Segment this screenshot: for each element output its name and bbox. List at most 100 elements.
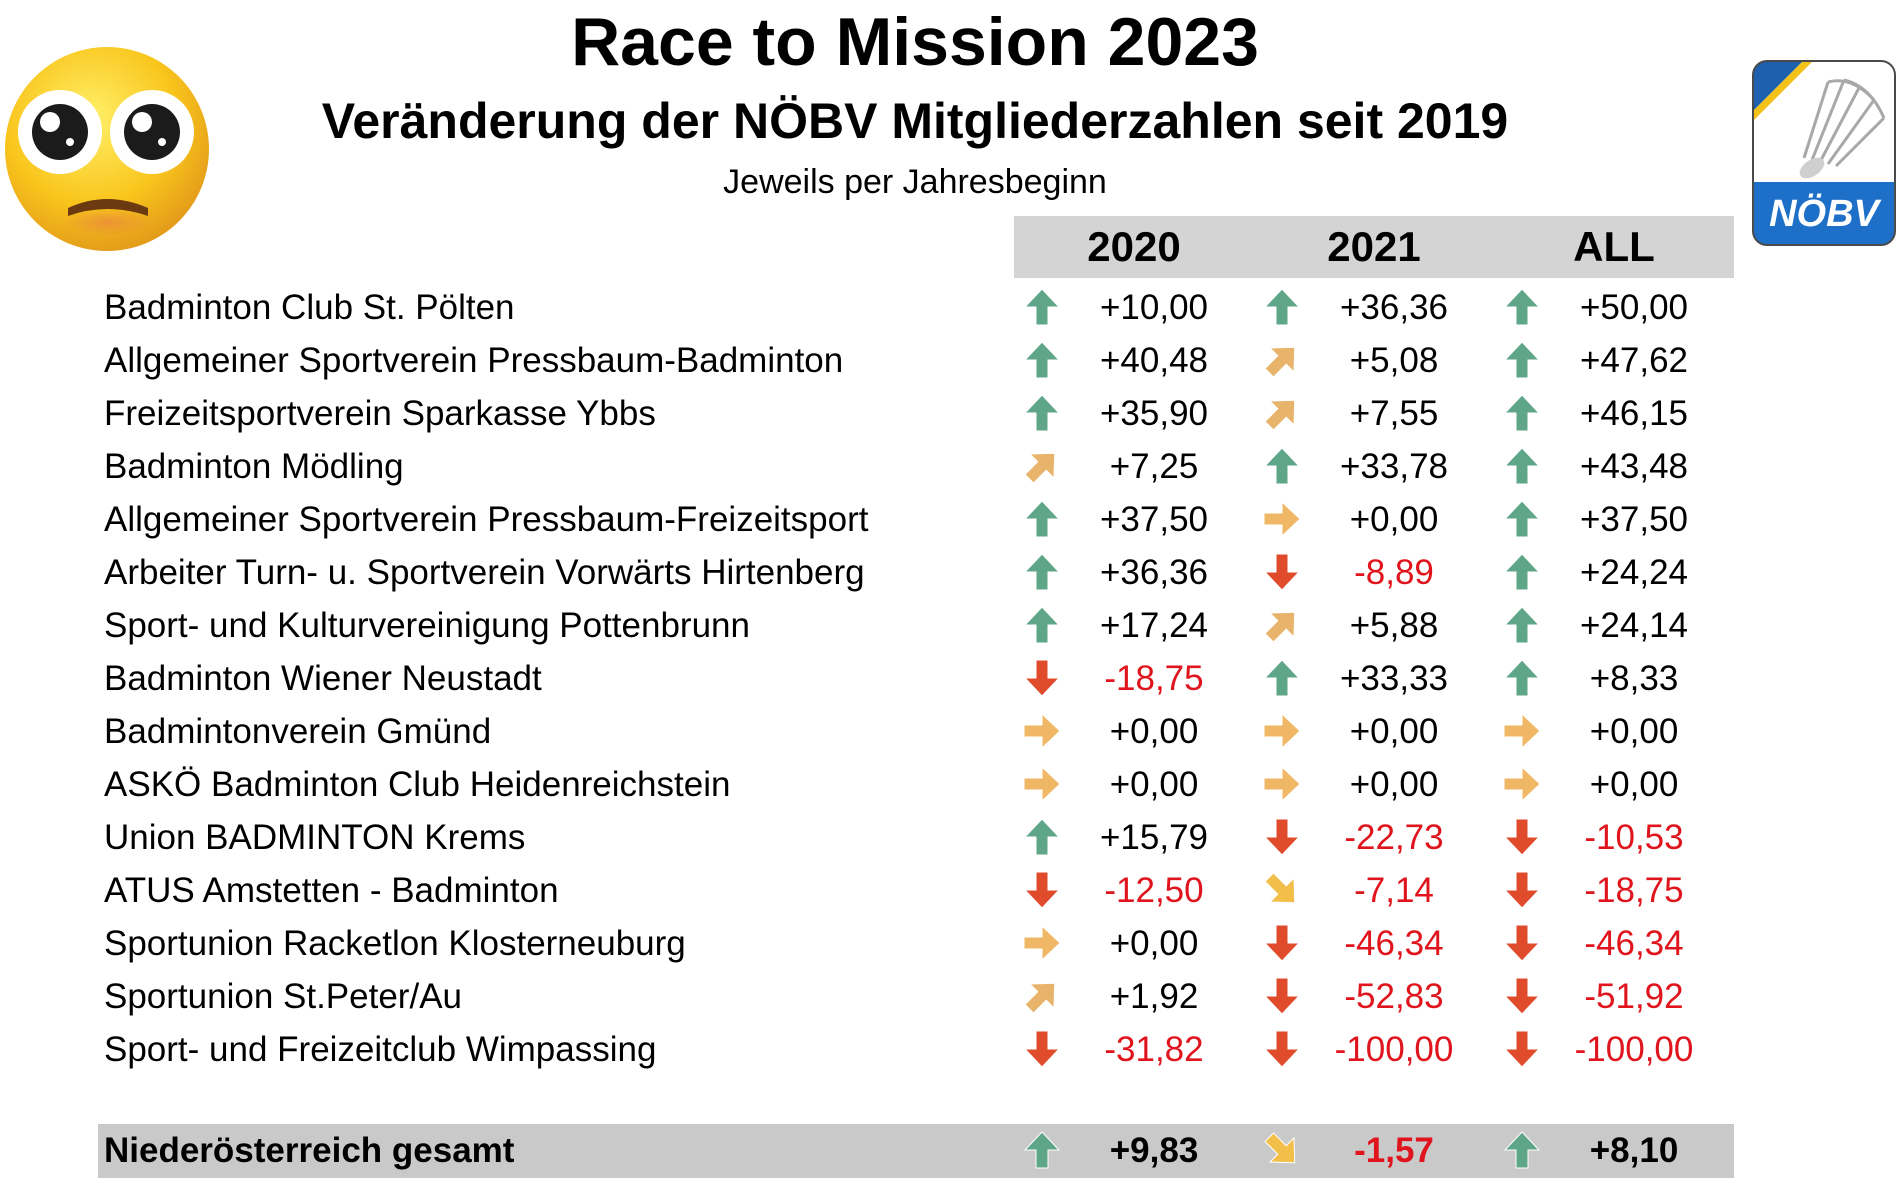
change-cell-2020: +0,00 (1014, 705, 1254, 758)
change-cell-all: +46,15 (1494, 387, 1734, 440)
change-value: -22,73 (1344, 818, 1444, 857)
change-cell-2021: -8,89 (1254, 546, 1494, 599)
arrow-down-icon (1023, 871, 1061, 909)
club-name: Sportunion St.Peter/Au (104, 977, 462, 1016)
arrow-up-icon (1023, 818, 1061, 856)
date-note: Jeweils per Jahresbeginn (723, 163, 1107, 201)
change-value: +24,24 (1579, 553, 1689, 592)
change-value: +0,00 (1109, 712, 1199, 751)
logo-text: NÖBV (1769, 193, 1879, 235)
change-cell-2021: +36,36 (1254, 281, 1494, 334)
arrow-down-icon (1263, 924, 1301, 962)
table-row: Badmintonverein Gmünd +0,00 +0,00 +0,00 (0, 705, 1898, 758)
change-value: +1,92 (1109, 977, 1199, 1016)
club-name: Sport- und Kulturvereinigung Pottenbrunn (104, 606, 750, 645)
change-cell-2020: -31,82 (1014, 1023, 1254, 1076)
arrow-right-icon (1263, 500, 1301, 538)
change-cell-all: -100,00 (1494, 1023, 1734, 1076)
arrow-up-icon (1503, 606, 1541, 644)
change-cell-2020: +9,83 (1014, 1124, 1254, 1177)
arrow-diag-up-icon (1264, 611, 1296, 643)
arrow-right-icon (1263, 712, 1301, 750)
column-header-2020: 2020 (1087, 223, 1181, 270)
change-value: +7,55 (1349, 394, 1439, 433)
change-value: +10,00 (1099, 288, 1209, 327)
change-value: +36,36 (1339, 288, 1449, 327)
change-value: +40,48 (1099, 341, 1209, 380)
table-row: ATUS Amstetten - Badminton -12,50 -7,14 -18… (0, 864, 1898, 917)
change-value: -52,83 (1344, 977, 1444, 1016)
change-value: +0,00 (1349, 765, 1439, 804)
column-header-all: ALL (1573, 223, 1655, 270)
change-value: +43,48 (1579, 447, 1689, 486)
arrow-right-icon (1023, 924, 1061, 962)
change-cell-2020: +1,92 (1014, 970, 1254, 1023)
arrow-down-icon (1263, 1030, 1301, 1068)
change-cell-2020: +40,48 (1014, 334, 1254, 387)
club-name: Badmintonverein Gmünd (104, 712, 492, 751)
table-row: ASKÖ Badminton Club Heidenreichstein +0,0… (0, 758, 1898, 811)
club-name: Badminton Wiener Neustadt (104, 659, 542, 698)
change-cell-2021: +0,00 (1254, 493, 1494, 546)
change-cell-2021: -46,34 (1254, 917, 1494, 970)
arrow-up-icon (1503, 394, 1541, 432)
change-cell-all: -51,92 (1494, 970, 1734, 1023)
change-value: +35,90 (1099, 394, 1209, 433)
arrow-diag-up-icon (1024, 982, 1056, 1014)
table-row: Sportunion St.Peter/Au +1,92 -52,83 -51,92 (0, 970, 1898, 1023)
change-value: +0,00 (1589, 765, 1679, 804)
arrow-right-icon (1023, 765, 1061, 803)
table-row: Allgemeiner Sportverein Pressbaum-Freize… (0, 493, 1898, 546)
change-cell-2021: -52,83 (1254, 970, 1494, 1023)
table-row: Sport- und Freizeitclub Wimpassing -31,82… (0, 1023, 1898, 1076)
change-cell-2021: -22,73 (1254, 811, 1494, 864)
change-cell-2021: -1,57 (1254, 1124, 1494, 1177)
club-name: ATUS Amstetten - Badminton (104, 871, 559, 910)
total-row-bar (98, 1124, 1734, 1178)
arrow-up-icon (1263, 288, 1301, 326)
arrow-right-icon (1503, 712, 1541, 750)
club-name: Allgemeiner Sportverein Pressbaum-Freize… (104, 500, 869, 539)
change-cell-all: +24,24 (1494, 546, 1734, 599)
club-name: Union BADMINTON Krems (104, 818, 526, 857)
arrow-up-icon (1503, 553, 1541, 591)
table-row: Sport- und Kulturvereinigung Pottenbrunn… (0, 599, 1898, 652)
change-value: -31,82 (1104, 1030, 1204, 1069)
club-name: Sport- und Freizeitclub Wimpassing (104, 1030, 657, 1069)
change-cell-all: -18,75 (1494, 864, 1734, 917)
table-row: Sportunion Racketlon Klosterneuburg +0,00… (0, 917, 1898, 970)
change-value: +9,83 (1109, 1131, 1199, 1170)
change-cell-2021: +7,55 (1254, 387, 1494, 440)
change-value: -18,75 (1104, 659, 1204, 698)
table-row: Badminton Club St. Pölten +10,00 +36,36 +50… (0, 281, 1898, 334)
club-name: ASKÖ Badminton Club Heidenreichstein (104, 765, 731, 804)
change-value: -1,57 (1354, 1131, 1434, 1170)
change-cell-2020: +0,00 (1014, 758, 1254, 811)
change-cell-all: +8,33 (1494, 652, 1734, 705)
change-value: +47,62 (1579, 341, 1689, 380)
change-cell-2021: -100,00 (1254, 1023, 1494, 1076)
arrow-down-icon (1263, 553, 1301, 591)
change-cell-2020: -18,75 (1014, 652, 1254, 705)
change-cell-2020: +0,00 (1014, 917, 1254, 970)
club-name: Allgemeiner Sportverein Pressbaum-Badmin… (104, 341, 844, 380)
arrow-up-icon (1503, 341, 1541, 379)
change-value: +0,00 (1349, 712, 1439, 751)
arrow-diag-up-icon (1264, 346, 1296, 378)
change-cell-all: +47,62 (1494, 334, 1734, 387)
arrow-down-icon (1023, 659, 1061, 697)
arrow-diag-down-icon (1264, 872, 1296, 904)
change-cell-2021: +5,88 (1254, 599, 1494, 652)
change-value: -51,92 (1584, 977, 1684, 1016)
change-value: +7,25 (1109, 447, 1199, 486)
change-cell-2021: +33,33 (1254, 652, 1494, 705)
arrow-up-icon (1023, 606, 1061, 644)
change-value: +17,24 (1099, 606, 1209, 645)
change-value: +36,36 (1099, 553, 1209, 592)
club-name: Arbeiter Turn- u. Sportverein Vorwärts H… (104, 553, 865, 592)
arrow-right-icon (1023, 712, 1061, 750)
table-row: Badminton Wiener Neustadt -18,75 +33,33 +8,… (0, 652, 1898, 705)
change-value: -18,75 (1584, 871, 1684, 910)
arrow-down-icon (1263, 977, 1301, 1015)
arrow-up-icon (1023, 288, 1061, 326)
